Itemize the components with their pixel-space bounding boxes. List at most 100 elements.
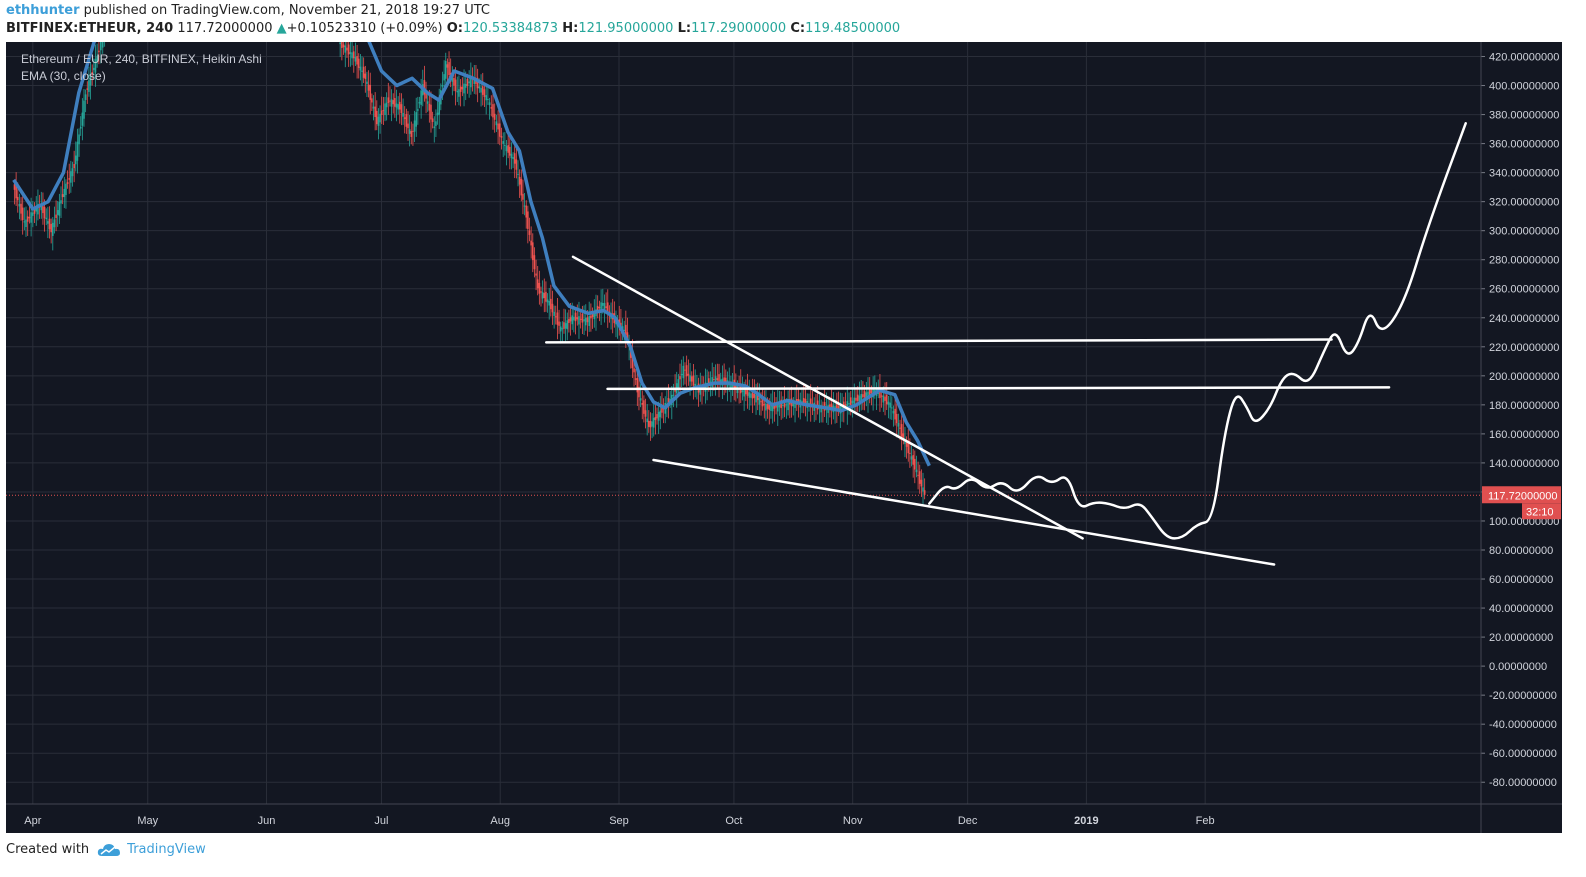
x-tick-label: 2019 [1074,815,1098,827]
x-tick-label: May [137,815,158,827]
candle-body [74,155,77,165]
candle-body [766,404,769,409]
candle-body [541,292,544,299]
candle-body [402,112,404,117]
symbol-info-bar: BITFINEX:ETHEUR, 240 117.72000000 ▲+0.10… [6,21,900,36]
y-tick-label: -20.00000000 [1489,690,1557,702]
candle-body [410,131,413,137]
candle-body [525,205,528,218]
candle-body [755,394,757,403]
candle-body [451,77,454,82]
candle-body [412,130,414,132]
candle-body [923,490,926,495]
candle-body [93,67,95,71]
current-price-label: 117.72000000 [1488,490,1558,502]
candle-body [745,388,747,395]
candle-body [633,368,635,373]
candle-body [481,86,484,95]
candle-body [473,77,476,85]
candle-body [487,98,489,100]
candle-body [654,417,657,421]
created-with-label: Created with [6,842,90,857]
candle-body [748,392,751,398]
candle-body [488,102,491,106]
candle-body [536,279,539,289]
candle-body [750,393,752,398]
candle-body [912,455,914,465]
candle-body [403,117,406,119]
chart-panel[interactable]: 420.00000000 400.00000000 380.00000000 360.… [6,42,1562,833]
candle-body [917,474,919,476]
tradingview-link[interactable]: TradingView [97,842,206,857]
price-chart[interactable]: 420.00000000 400.00000000 380.00000000 360.… [6,42,1562,833]
candle-body [415,112,418,127]
candle-body [387,97,390,103]
candle-body [443,74,445,81]
candle-body [364,73,367,80]
candle-body [413,120,416,132]
candle-body [89,75,92,86]
candle-body [359,66,362,71]
candle-body [492,104,494,118]
candle-body [574,312,577,322]
high-value: 121.95000000 [578,21,674,36]
candle-body [809,398,812,408]
candle-body [844,404,847,406]
candle-body [584,317,587,326]
x-tick-label: Jul [374,815,388,827]
candle-body [512,157,514,160]
candle-body [639,398,642,401]
candle-body [428,103,431,111]
y-tick-label: -60.00000000 [1489,748,1557,760]
candle-body [395,103,398,108]
candle-body [20,203,22,214]
x-tick-label: Apr [24,815,41,827]
candle-body [723,377,725,384]
candle-body [531,242,534,261]
candle-body [426,101,429,104]
candle-body [101,42,104,48]
candle-body [405,114,408,127]
candle-body [900,424,903,437]
candle-body [716,378,719,381]
candle-body [384,103,386,115]
candle-body [564,323,567,329]
candle-body [704,382,707,392]
candle-body [32,212,34,216]
candle-body [563,322,565,329]
candle-body [436,112,439,116]
candle-body [522,193,524,200]
change-up-icon: ▲ [276,21,287,36]
candle-body [507,145,509,153]
tradingview-cloud-logo-icon [98,843,121,856]
candle-body [545,291,547,302]
candle-body [741,390,744,392]
candle-body [483,89,486,97]
candle-body [83,100,85,119]
candle-body [349,52,352,54]
candle-body [461,86,464,90]
symbol-label: BITFINEX:ETHEUR, 240 [6,21,174,36]
candle-body [787,401,789,411]
candle-body [880,395,883,397]
candle-body [398,101,401,110]
author-link[interactable]: ethhunter [6,3,80,18]
candle-body [870,390,873,394]
candle-body [543,293,546,299]
candle-body [596,305,599,312]
candle-body [400,104,403,114]
candle-body [892,410,895,414]
candle-body [656,414,658,419]
candle-body [590,315,592,319]
candle-body [538,282,541,294]
candle-body [43,206,46,219]
candle-body [42,206,44,214]
chart-legend-title[interactable]: Ethereum / EUR, 240, BITFINEX, Heikin As… [21,52,262,66]
candle-body [339,42,341,45]
indicator-legend[interactable]: EMA (30, close) [21,69,106,83]
candle-body [60,200,62,204]
y-tick-label: 220.00000000 [1489,342,1559,354]
candle-body [605,306,607,308]
candle-body [35,208,38,212]
candle-body [366,81,368,85]
